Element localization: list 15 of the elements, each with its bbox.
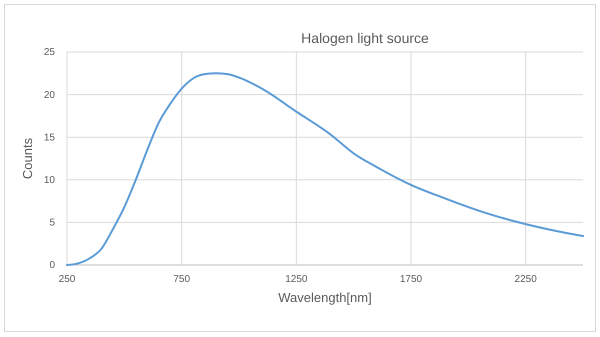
y-tick-label: 15 (44, 132, 56, 144)
y-tick-label: 25 (44, 47, 56, 58)
y-tick-label: 20 (44, 90, 56, 101)
line-series (66, 72, 584, 266)
x-tick-label: 250 (58, 274, 76, 286)
y-tick-label: 10 (44, 175, 56, 186)
y-tick-label: 0 (49, 260, 56, 272)
chart-title: Halogen light source (301, 30, 430, 46)
x-tick-label: 1750 (400, 274, 423, 286)
x-tick-label: 750 (173, 274, 190, 286)
y-axis-title: Counts (20, 137, 35, 180)
y-tick-label: 5 (49, 218, 56, 229)
x-axis-title: Wavelength[nm] (278, 290, 372, 305)
x-tick-label: 1250 (285, 274, 308, 286)
x-tick-label: 2250 (514, 274, 538, 286)
